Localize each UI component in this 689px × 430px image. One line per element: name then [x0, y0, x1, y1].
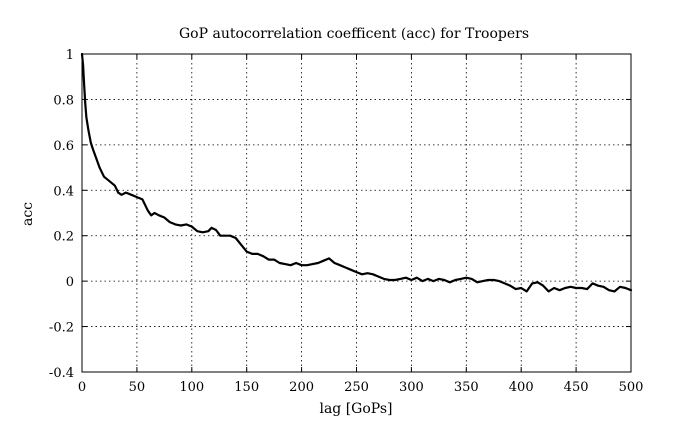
y-tick-label: 0.2 [53, 230, 74, 245]
chart-title: GoP autocorrelation coefficent (acc) for… [179, 26, 529, 42]
x-tick-label: 50 [129, 380, 146, 395]
y-tick-label: -0.2 [49, 321, 74, 336]
acc-series-line [80, 52, 633, 293]
x-tick-label: 200 [289, 380, 314, 395]
y-tick-label: 0.6 [53, 139, 74, 154]
x-tick-label: 100 [179, 380, 204, 395]
y-tick-label: 0.4 [53, 184, 74, 199]
y-tick-label: 0.8 [53, 93, 74, 108]
y-tick-label: 0 [66, 275, 74, 290]
y-tick-label: 1 [66, 48, 74, 63]
axis-ticks: 0 50 100 150 200 250 300 350 400 450 500 1 0.8 0.6 0.4… [49, 48, 643, 395]
x-axis-label: lag [GoPs] [319, 401, 392, 417]
x-tick-label: 500 [619, 380, 644, 395]
x-tick-label: 300 [399, 380, 424, 395]
x-tick-label: 400 [509, 380, 534, 395]
series-group [80, 52, 633, 293]
x-tick-label: 450 [564, 380, 589, 395]
y-tick-label: -0.4 [49, 366, 74, 381]
grid-lines [82, 54, 631, 372]
x-tick-label: 250 [344, 380, 369, 395]
x-tick-label: 0 [78, 380, 86, 395]
y-axis-label: acc [20, 202, 36, 226]
x-tick-label: 150 [234, 380, 259, 395]
x-tick-label: 350 [454, 380, 479, 395]
